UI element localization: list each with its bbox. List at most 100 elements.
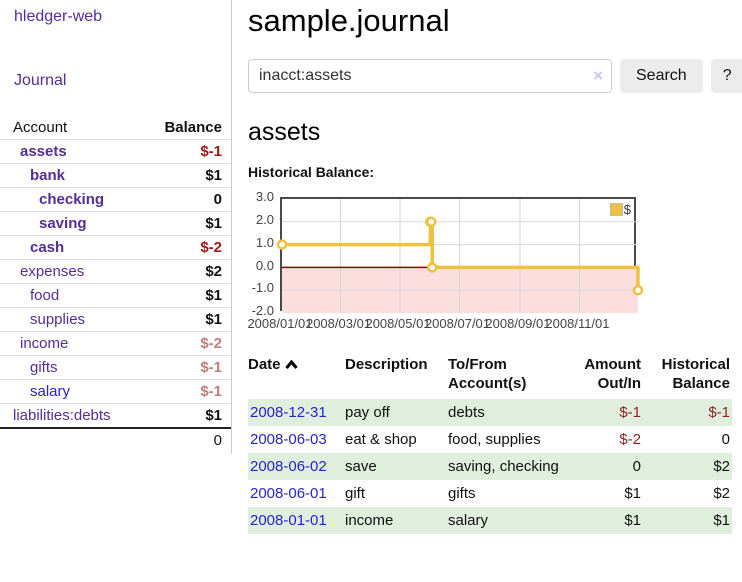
account-balance-food: $1 <box>205 287 222 304</box>
search-input[interactable] <box>248 59 612 94</box>
transaction-balance: $2 <box>713 485 730 503</box>
account-row-supplies: supplies $1 <box>0 307 231 332</box>
transaction-balance: $1 <box>713 512 730 530</box>
transaction-date-link[interactable]: 2008-12-31 <box>250 404 327 422</box>
transaction-description: eat & shop <box>345 431 417 449</box>
account-balance-gifts: $-1 <box>200 359 222 376</box>
transaction-amount: $1 <box>624 485 641 503</box>
register-header-date[interactable]: Date <box>248 351 345 399</box>
x-axis-tick-label: 2008/07/01 <box>424 316 491 332</box>
transaction-accounts: debts <box>448 404 485 422</box>
transaction-date-link[interactable]: 2008-06-03 <box>250 431 327 449</box>
account-balance-assets: $-1 <box>200 143 222 160</box>
account-link-gifts[interactable]: gifts <box>30 359 58 376</box>
transaction-amount: $1 <box>624 512 641 530</box>
register-row: 2008-06-01 gift gifts $1 $2 <box>248 480 732 507</box>
accounts-table: Account Balance assets $-1 bank $1 check… <box>0 116 231 452</box>
y-axis-tick-label: 3.0 <box>255 189 274 205</box>
chart-title: Historical Balance: <box>248 164 375 181</box>
account-row-salary: salary $-1 <box>0 379 231 404</box>
register-header-balance: Historical Balance <box>661 356 730 393</box>
transaction-accounts: food, supplies <box>448 431 541 449</box>
y-axis-tick-label: 2.0 <box>255 211 274 227</box>
help-button[interactable]: ? <box>710 59 742 94</box>
account-balance-checking: 0 <box>213 191 222 208</box>
account-balance-cash: $-2 <box>200 239 222 256</box>
account-link-liabilities-debts[interactable]: liabilities:debts <box>13 407 111 424</box>
register-header-amount: Amount Out/In <box>584 356 641 393</box>
account-link-salary[interactable]: salary <box>30 383 71 400</box>
y-axis-tick-label: -1.0 <box>251 280 274 296</box>
account-row-food: food $1 <box>0 283 231 308</box>
account-link-saving[interactable]: saving <box>39 215 87 232</box>
account-row-income: income $-2 <box>0 331 231 356</box>
x-axis-tick-label: 2008/11/01 <box>545 316 610 332</box>
x-axis-tick-label: 2008/03/01 <box>305 316 372 332</box>
account-row-expenses: expenses $2 <box>0 259 231 284</box>
page-title: sample.journal <box>248 3 450 38</box>
legend-swatch-icon <box>609 203 623 217</box>
account-link-checking[interactable]: checking <box>39 191 105 208</box>
search-bar: × Search ? <box>248 59 742 94</box>
register-row: 2008-12-31 pay off debts $-1 $-1 <box>248 399 732 427</box>
x-axis-tick-label: 2008/01/01 <box>247 316 313 332</box>
chart-plot-area: $ <box>276 197 644 314</box>
transaction-balance: $2 <box>713 458 730 476</box>
legend-label: $ <box>623 202 631 218</box>
y-axis-tick-label: 0.0 <box>255 257 274 273</box>
transaction-accounts: saving, checking <box>448 458 559 476</box>
transaction-date-link[interactable]: 2008-01-01 <box>250 512 327 530</box>
register-header-row: Date Description To/From Account(s) Amou… <box>248 351 732 399</box>
account-link-bank[interactable]: bank <box>30 167 66 184</box>
account-heading: assets <box>248 118 321 147</box>
account-balance-saving: $1 <box>205 215 222 232</box>
account-row-checking: checking 0 <box>0 187 231 212</box>
transaction-amount: $-1 <box>619 404 641 422</box>
x-axis-tick-label: 2008/09/01 <box>485 316 551 332</box>
account-row-bank: bank $1 <box>0 163 231 188</box>
register-table: Date Description To/From Account(s) Amou… <box>248 351 732 535</box>
search-button[interactable]: Search <box>620 59 703 94</box>
clear-search-icon[interactable]: × <box>593 66 603 86</box>
account-balance-salary: $-1 <box>200 383 222 400</box>
sidebar: hledger-web Journal Account Balance asse… <box>0 0 232 454</box>
transaction-accounts: salary <box>448 512 489 530</box>
historical-balance-chart: $ 3.0 2.0 1.0 0.0 -1.0 -2.0 2008/01/01 2008/03/… <box>247 189 718 335</box>
transaction-date-link[interactable]: 2008-06-01 <box>250 485 327 503</box>
chart-legend: $ <box>609 202 631 218</box>
main-content: sample.journal × Search ? assets Histori… <box>232 0 742 535</box>
accounts-total-row: 0 <box>0 428 231 452</box>
register-row: 2008-06-03 eat & shop food, supplies $-2… <box>248 426 732 453</box>
register-header-description: Description <box>345 356 428 374</box>
account-row-assets: assets $-1 <box>0 139 231 164</box>
register-row: 2008-01-01 income salary $1 $1 <box>248 507 732 535</box>
transaction-description: gift <box>345 485 366 503</box>
sort-ascending-icon <box>284 356 298 375</box>
account-balance-liabilities-debts: $1 <box>205 407 222 424</box>
sidebar-item-journal[interactable]: Journal <box>14 72 67 89</box>
app-title-link[interactable]: hledger-web <box>14 8 103 25</box>
transaction-description: pay off <box>345 404 390 422</box>
accounts-header-balance: Balance <box>164 119 222 136</box>
x-axis-tick-label: 2008/05/01 <box>365 316 431 332</box>
transaction-description: income <box>345 512 394 530</box>
transaction-date-link[interactable]: 2008-06-02 <box>250 458 327 476</box>
transaction-balance: $-1 <box>708 404 730 422</box>
account-row-gifts: gifts $-1 <box>0 355 231 380</box>
account-balance-income: $-2 <box>200 335 222 352</box>
y-axis-tick-label: 1.0 <box>255 234 274 250</box>
account-row-liabilities-debts: liabilities:debts $1 <box>0 403 231 429</box>
account-link-cash[interactable]: cash <box>30 239 65 256</box>
account-link-supplies[interactable]: supplies <box>30 311 86 328</box>
account-link-food[interactable]: food <box>30 287 60 304</box>
account-link-assets[interactable]: assets <box>20 143 67 160</box>
register-header-account: To/From Account(s) <box>448 356 527 393</box>
accounts-header-account: Account <box>13 119 68 136</box>
account-link-expenses[interactable]: expenses <box>20 263 85 280</box>
transaction-amount: $-2 <box>619 431 641 449</box>
account-row-cash: cash $-2 <box>0 235 231 260</box>
account-link-income[interactable]: income <box>20 335 69 352</box>
y-axis-tick-label: -2.0 <box>251 303 274 319</box>
transaction-accounts: gifts <box>448 485 476 503</box>
transaction-description: save <box>345 458 377 476</box>
